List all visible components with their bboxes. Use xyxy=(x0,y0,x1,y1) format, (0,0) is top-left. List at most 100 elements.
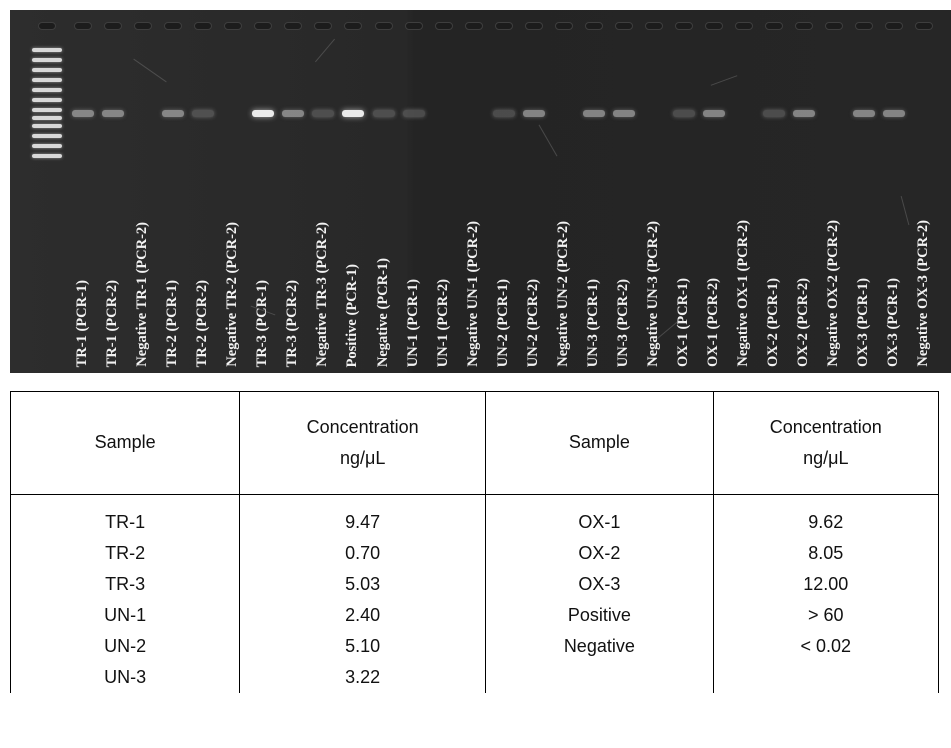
header-concentration-left: Concentration ng/μL xyxy=(239,391,486,495)
gel-well xyxy=(194,22,213,30)
lane-label: TR-2 (PCR-1) xyxy=(164,279,181,367)
gel-band xyxy=(582,110,605,117)
gel-fiber xyxy=(710,75,738,86)
gel-band xyxy=(612,110,635,117)
cell-sample: Positive xyxy=(485,600,714,631)
gel-band xyxy=(342,110,365,117)
gel-well xyxy=(554,22,573,30)
lane-label: OX-2 (PCR-1) xyxy=(765,278,782,367)
cell-concentration xyxy=(712,662,940,693)
table-row: UN-1 2.40 Positive > 60 xyxy=(9,600,940,631)
lane-label: UN-1 (PCR-1) xyxy=(404,278,421,367)
concentration-table-area: Sample Concentration ng/μL Sample Concen… xyxy=(9,391,940,748)
gel-band xyxy=(252,110,275,117)
cell-sample: TR-1 xyxy=(9,494,240,538)
gel-band xyxy=(673,110,696,117)
cell-sample: OX-2 xyxy=(485,538,714,569)
gel-band xyxy=(102,110,125,117)
header-concentration-right-unit: ng/μL xyxy=(803,448,849,468)
lane-label: OX-3 (PCR-1) xyxy=(885,278,902,367)
cell-concentration: 12.00 xyxy=(712,569,940,600)
gel-well xyxy=(314,22,333,30)
gel-well xyxy=(795,22,814,30)
gel-fiber xyxy=(538,124,558,157)
gel-fiber xyxy=(314,38,336,63)
gel-well xyxy=(134,22,153,30)
gel-well xyxy=(254,22,273,30)
lane-label: Positive (PCR-1) xyxy=(344,263,361,367)
table-row: TR-1 9.47 OX-1 9.62 xyxy=(9,494,940,538)
gel-image: TR-1 (PCR-1) TR-1 (PCR-2) Negative TR-1 (P… xyxy=(10,10,951,373)
cell-concentration: 2.40 xyxy=(239,600,486,631)
cell-sample: UN-3 xyxy=(9,662,240,693)
dna-ladder xyxy=(32,48,62,168)
lane-label: Negative TR-2 (PCR-2) xyxy=(224,222,241,367)
lane-label: TR-1 (PCR-1) xyxy=(74,279,91,367)
table-row: UN-3 3.22 xyxy=(9,662,940,693)
lane-label: Negative (PCR-1) xyxy=(374,257,391,367)
cell-sample xyxy=(485,662,714,693)
gel-well xyxy=(74,22,93,30)
gel-well xyxy=(464,22,483,30)
header-concentration-left-line1: Concentration xyxy=(306,416,419,437)
gel-band xyxy=(72,110,95,117)
lane-label: Negative UN-3 (PCR-2) xyxy=(644,221,661,367)
lane-label: UN-2 (PCR-2) xyxy=(524,278,541,367)
lane-label: Negative TR-1 (PCR-2) xyxy=(134,222,151,367)
cell-sample: Negative xyxy=(485,631,714,662)
gel-well xyxy=(614,22,633,30)
gel-well xyxy=(164,22,183,30)
gel-well xyxy=(224,22,243,30)
lane-label: TR-2 (PCR-2) xyxy=(194,279,211,367)
gel-band xyxy=(793,110,816,117)
cell-concentration: 9.47 xyxy=(239,494,486,538)
cell-concentration: 5.03 xyxy=(239,569,486,600)
lane-label: OX-2 (PCR-2) xyxy=(795,278,812,367)
gel-well xyxy=(644,22,663,30)
gel-well xyxy=(434,22,453,30)
gel-well xyxy=(705,22,724,30)
lane-label: TR-3 (PCR-2) xyxy=(284,279,301,367)
table-row: TR-2 0.70 OX-2 8.05 xyxy=(9,538,940,569)
lane-label: TR-3 (PCR-1) xyxy=(254,279,271,367)
cell-concentration: < 0.02 xyxy=(712,631,940,662)
gel-well xyxy=(765,22,784,30)
gel-well xyxy=(524,22,543,30)
gel-well xyxy=(675,22,694,30)
lane-label: Negative TR-3 (PCR-2) xyxy=(314,222,331,367)
gel-fiber xyxy=(133,58,167,83)
lane-label: OX-1 (PCR-2) xyxy=(705,278,722,367)
gel-band xyxy=(162,110,185,117)
concentration-table: Sample Concentration ng/μL Sample Concen… xyxy=(9,391,940,693)
gel-well xyxy=(825,22,844,30)
cell-sample: UN-2 xyxy=(9,631,240,662)
cell-concentration: 8.05 xyxy=(712,538,940,569)
header-concentration-left-unit: ng/μL xyxy=(339,448,386,468)
lane-label: OX-3 (PCR-1) xyxy=(855,278,872,367)
gel-well xyxy=(885,22,904,30)
header-concentration-right-line1: Concentration xyxy=(769,416,882,437)
gel-well xyxy=(855,22,874,30)
lane-label: UN-2 (PCR-1) xyxy=(494,278,511,367)
header-sample-right: Sample xyxy=(485,391,714,495)
gel-well xyxy=(915,22,934,30)
cell-concentration: > 60 xyxy=(712,600,940,631)
cell-concentration: 9.62 xyxy=(712,494,940,538)
gel-band xyxy=(402,110,425,117)
cell-concentration: 0.70 xyxy=(239,538,486,569)
gel-band xyxy=(192,110,215,117)
table-row: TR-3 5.03 OX-3 12.00 xyxy=(9,569,940,600)
gel-wells xyxy=(10,22,951,32)
cell-sample: OX-1 xyxy=(485,494,714,538)
cell-concentration: 5.10 xyxy=(239,631,486,662)
table-row: UN-2 5.10 Negative < 0.02 xyxy=(9,631,940,662)
header-sample-left: Sample xyxy=(9,391,240,495)
gel-well xyxy=(404,22,423,30)
table-header-row: Sample Concentration ng/μL Sample Concen… xyxy=(9,391,940,495)
gel-well xyxy=(344,22,363,30)
lane-label: UN-3 (PCR-2) xyxy=(614,278,631,367)
gel-fiber xyxy=(900,195,910,226)
cell-concentration: 3.22 xyxy=(239,662,486,693)
cell-sample: TR-3 xyxy=(9,569,240,600)
lane-label: Negative OX-2 (PCR-2) xyxy=(825,220,842,367)
